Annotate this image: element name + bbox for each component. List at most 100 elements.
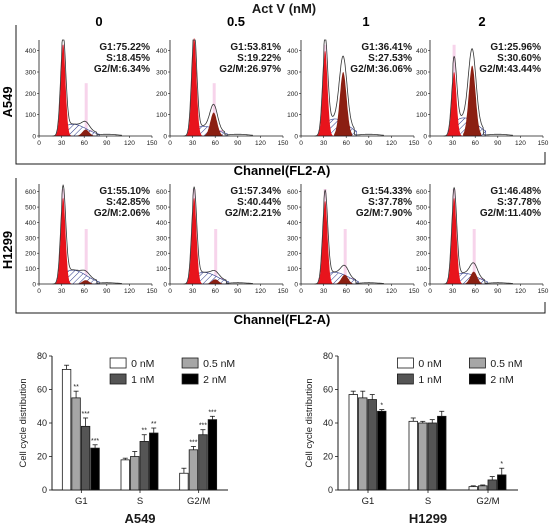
x-tick-label: 60 — [343, 288, 351, 295]
x-tick-label: 120 — [255, 140, 266, 147]
histogram-outline — [314, 39, 384, 137]
x-tick-label: 30 — [58, 140, 66, 147]
x-tick-label: 30 — [189, 140, 197, 147]
gate-marker — [214, 229, 218, 284]
x-tick-label: 60 — [472, 288, 480, 295]
y-tick-label: 80 — [37, 351, 47, 361]
channel-label-h1299: Channel(FL2-A) — [234, 312, 331, 327]
bar — [367, 399, 377, 491]
x-tick-label: 0 — [37, 288, 41, 295]
histogram-panel: 0 30 60 90 120 150 0 100 200 300 400 G1:36.41%S:27.… — [287, 39, 420, 147]
y-tick-label: 60 — [37, 385, 47, 395]
y-tick-label: 40 — [323, 418, 333, 428]
histogram-panel: 0 30 60 90 120 150 0 100 200 300 400 500 600 G1:46.48… — [416, 184, 549, 295]
g2m-percent: G2/M:7.90% — [356, 208, 412, 219]
histogram-outline — [443, 48, 513, 137]
x-tick-label: S — [137, 496, 143, 507]
bar — [71, 397, 81, 491]
frame-a549 — [15, 25, 546, 165]
y-tick-label: 400 — [287, 48, 298, 55]
g1-peak — [445, 72, 464, 136]
y-tick-label: 0 — [42, 485, 47, 495]
g1-peak — [316, 50, 335, 137]
y-axis-label: Cell cycle distribution — [304, 378, 315, 467]
bar — [468, 486, 478, 491]
x-tick-label: 0 — [168, 140, 172, 147]
bar — [358, 397, 368, 491]
gate-marker — [343, 229, 347, 284]
bar — [437, 415, 447, 491]
significance-mark: * — [380, 403, 383, 410]
x-tick-label: 150 — [409, 288, 420, 295]
x-tick-label: 30 — [58, 288, 66, 295]
significance-mark: ** — [142, 428, 148, 435]
y-tick-label: 0 — [163, 134, 167, 141]
y-tick-label: 200 — [416, 251, 427, 258]
y-tick-label: 60 — [323, 385, 333, 395]
g1-percent: G1:36.41% — [361, 42, 412, 53]
y-tick-label: 300 — [287, 235, 298, 242]
histogram-panel: 0 30 60 90 120 150 0 100 200 300 400 G1:75.22%S:18.… — [25, 39, 158, 147]
y-tick-label: 0 — [163, 282, 167, 289]
significance-mark: ** — [151, 421, 157, 428]
legend-label: 0 nM — [131, 358, 154, 370]
x-tick-label: 90 — [103, 288, 111, 295]
y-tick-label: 300 — [416, 70, 427, 77]
x-tick-label: 30 — [320, 140, 328, 147]
g2m-percent: G2/M:36.06% — [350, 64, 412, 75]
chart-title: H1299 — [409, 511, 447, 526]
g1-peak — [185, 197, 204, 284]
x-tick-label: 90 — [365, 140, 373, 147]
y-tick-label: 300 — [156, 70, 167, 77]
s-percent: S:40.44% — [237, 197, 281, 208]
x-tick-label: 0 — [299, 140, 303, 147]
y-tick-label: 0 — [423, 282, 427, 289]
y-tick-label: 300 — [25, 70, 36, 77]
s-percent: S:37.78% — [368, 197, 412, 208]
bar — [80, 425, 91, 491]
bar — [130, 456, 140, 491]
g2m-percent: G2/M:43.44% — [479, 64, 541, 75]
x-tick-label: 30 — [449, 288, 457, 295]
condition-label: 2 — [478, 14, 485, 29]
y-tick-label: 0 — [32, 134, 36, 141]
histogram-panel: 0 30 60 90 120 150 0 100 200 300 400 G1:53.81%S:19.… — [156, 37, 289, 147]
s-percent: S:19.22% — [237, 53, 281, 64]
x-tick-label: 150 — [538, 140, 549, 147]
histogram-outline — [52, 184, 122, 285]
bar — [149, 432, 159, 491]
condition-label: 0 — [95, 14, 102, 29]
g2m-percent: G2/M:11.40% — [480, 208, 541, 219]
s-percent: S:42.85% — [106, 197, 150, 208]
x-tick-label: 90 — [103, 140, 111, 147]
y-tick-label: 500 — [156, 205, 167, 212]
x-tick-label: 30 — [189, 288, 197, 295]
y-tick-label: 600 — [416, 189, 427, 196]
row-label-a549: A549 — [0, 86, 15, 117]
x-tick-label: 120 — [124, 288, 135, 295]
g1-percent: G1:46.48% — [490, 186, 541, 197]
y-tick-label: 20 — [37, 452, 47, 462]
significance-mark: * — [500, 461, 503, 468]
y-tick-label: 400 — [156, 220, 167, 227]
bar — [188, 449, 199, 491]
g2m-peak — [464, 271, 483, 284]
x-tick-label: 150 — [278, 288, 289, 295]
y-tick-label: 200 — [25, 251, 36, 258]
s-percent: S:30.60% — [497, 53, 541, 64]
legend-label: 0 nM — [418, 358, 441, 370]
g1-percent: G1:25.96% — [490, 42, 541, 53]
y-tick-label: 300 — [287, 70, 298, 77]
y-tick-label: 300 — [25, 235, 36, 242]
legend-swatch — [396, 357, 414, 369]
bar — [139, 441, 149, 491]
y-tick-label: 100 — [287, 266, 298, 273]
s-percent: S:18.45% — [106, 53, 150, 64]
x-tick-label: 150 — [538, 288, 549, 295]
bar — [478, 485, 488, 491]
histogram-panel: 0 30 60 90 120 150 0 100 200 300 400 500 600 G1:57.34… — [156, 184, 289, 295]
histogram-outline — [183, 186, 253, 285]
y-tick-label: 200 — [287, 91, 298, 98]
x-tick-label: 150 — [147, 140, 158, 147]
